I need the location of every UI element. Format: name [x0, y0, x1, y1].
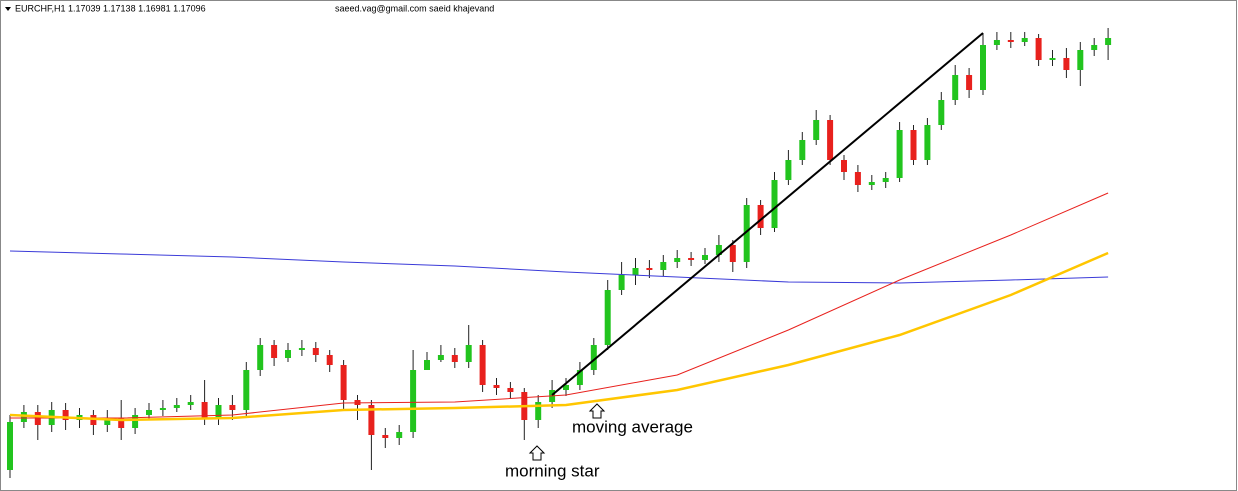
- candle-body: [424, 360, 430, 370]
- candle-body: [1105, 38, 1112, 45]
- candle-body: [632, 268, 639, 275]
- candle-body: [312, 348, 319, 355]
- candle-body: [868, 182, 875, 185]
- candle-body: [576, 370, 583, 385]
- candle-body: [507, 388, 514, 392]
- candle-body: [187, 402, 194, 405]
- arrow: [528, 445, 546, 461]
- candle-body: [298, 348, 305, 350]
- candle-body: [952, 75, 959, 100]
- overlay-line: [10, 192, 1109, 419]
- candle-body: [882, 178, 889, 182]
- candle-body: [660, 262, 667, 270]
- candle-body: [854, 172, 861, 185]
- candle-body: [396, 432, 403, 438]
- candle-body: [229, 405, 236, 410]
- candle-body: [132, 415, 139, 428]
- candle-body: [118, 418, 125, 428]
- candle-body: [910, 130, 917, 160]
- candle-body: [841, 160, 847, 172]
- candle-body: [493, 385, 500, 388]
- candle-body: [729, 245, 736, 262]
- candle-body: [896, 130, 903, 178]
- chart-title: EURCHF,H1 1.17039 1.17138 1.16981 1.1709…: [15, 3, 206, 13]
- candle-body: [465, 345, 472, 362]
- candle-body: [1063, 58, 1070, 70]
- candle-body: [479, 345, 486, 385]
- candle-body: [1021, 38, 1028, 42]
- candle-body: [785, 160, 792, 180]
- candle-body: [410, 370, 417, 432]
- candle-body: [1091, 45, 1098, 50]
- candle-body: [563, 385, 569, 390]
- overlay-line: [9, 250, 1109, 284]
- candle-body: [813, 120, 820, 140]
- arrow: [588, 403, 606, 419]
- candle-body: [326, 355, 333, 365]
- chart-subtitle: saeed.vag@gmail.com saeid khajevand: [335, 3, 494, 13]
- candle-body: [1035, 38, 1042, 60]
- candle-body: [243, 370, 250, 410]
- candle-body: [7, 422, 13, 470]
- candle-body: [271, 345, 278, 358]
- candle-body: [285, 350, 291, 358]
- candle-body: [173, 405, 180, 408]
- candle-body: [799, 140, 806, 160]
- candle-body: [20, 412, 27, 422]
- candle-body: [646, 268, 653, 270]
- candle-body: [715, 245, 722, 255]
- candle-body: [1007, 40, 1014, 42]
- candle-body: [535, 402, 542, 420]
- candle-body: [146, 410, 152, 415]
- overlay-line: [551, 32, 984, 396]
- candle-body: [688, 258, 695, 260]
- candle-body: [674, 258, 681, 262]
- candle-body: [980, 45, 986, 90]
- overlay-line: [9, 251, 1109, 422]
- candle-body: [618, 275, 625, 290]
- candle-body: [590, 345, 597, 370]
- candle-body: [382, 435, 389, 438]
- candle-body: [62, 410, 69, 420]
- candle-body: [368, 405, 375, 435]
- candle-body: [827, 120, 834, 160]
- candle-body: [451, 355, 458, 362]
- candle-body: [938, 100, 945, 125]
- menu-arrow[interactable]: [5, 7, 11, 11]
- annotation: morning star: [505, 461, 600, 480]
- candle-body: [702, 255, 708, 260]
- candle-body: [771, 180, 778, 228]
- candle-body: [993, 40, 1000, 45]
- candle-body: [743, 205, 750, 262]
- annotation: moving average: [572, 417, 693, 436]
- candle-body: [257, 345, 264, 370]
- candle-body: [1049, 58, 1056, 60]
- candle-body: [215, 405, 222, 418]
- candle-body: [757, 205, 764, 228]
- candle-body: [201, 402, 208, 418]
- candle-body: [159, 408, 166, 410]
- candle-body: [437, 355, 444, 360]
- plot: [7, 28, 1112, 478]
- candle-body: [966, 75, 973, 90]
- candle-body: [604, 290, 611, 345]
- candle-body: [1077, 50, 1084, 70]
- candle-body: [924, 125, 931, 160]
- candle-body: [340, 365, 347, 400]
- candle-body: [104, 418, 111, 425]
